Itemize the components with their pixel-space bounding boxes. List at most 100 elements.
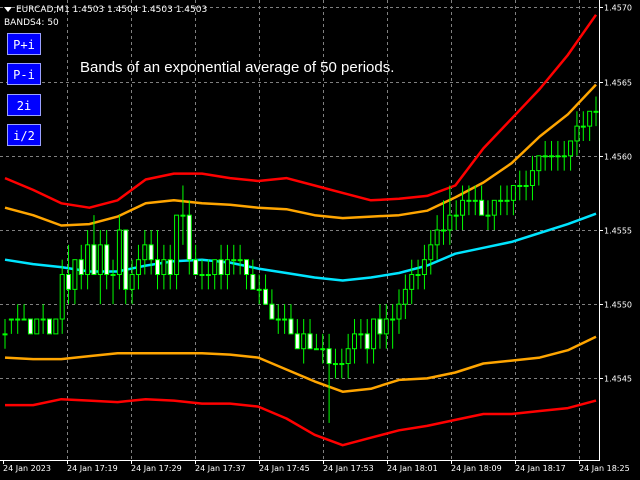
candle-body <box>320 348 326 351</box>
indicator-label: BANDS4: 50 <box>4 18 59 28</box>
candle-body <box>313 348 319 351</box>
candle-body <box>421 259 427 276</box>
candle-body <box>307 333 313 350</box>
candle-body <box>21 318 27 321</box>
x-tick-label: 24 Jan 18:25 <box>579 464 630 473</box>
candle-body <box>78 259 84 276</box>
axes: 1.4570 1.4565 1.4560 1.4555 1.4550 1.4545 24 J… <box>0 0 632 473</box>
candle-body <box>339 363 345 366</box>
p-plus-i-button[interactable]: P+i <box>7 33 41 55</box>
x-tick-label: 24 Jan 17:19 <box>67 464 118 473</box>
candle-body <box>224 259 230 276</box>
candle-body <box>243 259 249 276</box>
candle-body <box>116 229 122 276</box>
y-tick-label: 1.4565 <box>604 79 632 88</box>
x-tick-label: 24 Jan 17:45 <box>259 464 310 473</box>
x-tick-label: 24 Jan 18:09 <box>451 464 502 473</box>
candle-body <box>174 214 180 276</box>
candle-body <box>574 125 580 142</box>
candle-body <box>402 288 408 305</box>
candle-body <box>193 259 199 276</box>
candle-body <box>91 244 97 276</box>
candle-body <box>8 318 14 321</box>
candle-body <box>542 155 548 158</box>
candle-body <box>167 259 173 276</box>
candle-body <box>561 155 567 158</box>
candle-body <box>237 259 243 262</box>
candle-body <box>491 199 497 216</box>
candle-body <box>72 259 78 290</box>
candle-body <box>345 348 351 365</box>
x-tick-label: 24 Jan 17:29 <box>131 464 182 473</box>
x-tick-label: 24 Jan 17:37 <box>195 464 246 473</box>
candle-body <box>549 155 555 158</box>
candle-body <box>59 274 65 320</box>
candle-body <box>326 348 332 365</box>
candle-body <box>504 199 510 202</box>
candle-body <box>517 184 523 187</box>
candle-body <box>129 274 135 290</box>
candle-body <box>440 229 446 232</box>
candle-body <box>377 318 383 335</box>
dropdown-triangle-icon[interactable] <box>4 7 12 12</box>
y-tick-label: 1.4560 <box>604 153 632 162</box>
candle-body <box>180 214 186 217</box>
candle-body <box>231 259 237 262</box>
candle-body <box>34 318 40 335</box>
candle-body <box>447 214 453 231</box>
candle-body <box>212 259 218 276</box>
candle-body <box>453 214 459 217</box>
candle-body <box>390 318 396 321</box>
candle-body <box>434 229 440 246</box>
candle-body <box>332 363 338 366</box>
candle-body <box>135 259 141 276</box>
candle-body <box>2 333 8 336</box>
candle-body <box>27 318 33 335</box>
candle-body <box>415 274 421 277</box>
candle-body <box>568 140 574 157</box>
band-line-inner_lower <box>4 335 597 393</box>
half-i-button[interactable]: i/2 <box>7 124 41 146</box>
candle-body <box>466 199 472 202</box>
band-line-outer_upper <box>4 14 598 209</box>
candles <box>2 96 599 423</box>
x-tick-label: 24 Jan 18:17 <box>515 464 566 473</box>
p-minus-i-button[interactable]: P-i <box>7 63 41 85</box>
candle-body <box>529 170 535 186</box>
candle-body <box>275 318 281 321</box>
candle-body <box>186 214 192 261</box>
candle-body <box>263 288 269 305</box>
candle-body <box>352 333 358 350</box>
y-tick-label: 1.4570 <box>604 4 632 13</box>
candle-body <box>587 110 593 127</box>
candle-body <box>472 199 478 202</box>
chart-caption: Bands of an exponential average of 50 pe… <box>80 59 395 76</box>
double-i-button[interactable]: 2i <box>7 94 41 116</box>
candle-body <box>460 199 466 216</box>
y-tick-label: 1.4555 <box>604 227 632 236</box>
band-line-inner_upper <box>4 83 597 227</box>
candle-body <box>155 259 161 276</box>
candle-body <box>205 274 211 277</box>
candle-body <box>142 244 148 261</box>
candle-body <box>301 333 307 350</box>
band-line-outer_lower <box>5 397 597 447</box>
candle-body <box>523 184 529 187</box>
candle-body <box>110 274 116 277</box>
candle-body <box>53 318 59 335</box>
candle-body <box>288 318 294 335</box>
symbol-header: EURCAD,M1 1.4503 1.4504 1.4503 1.4503 <box>4 4 207 16</box>
candle-body <box>593 110 599 113</box>
candle-body <box>555 155 561 158</box>
candle-body <box>269 303 275 320</box>
candle-body <box>148 244 154 261</box>
candle-body <box>85 244 91 276</box>
candle-body <box>199 274 205 277</box>
candle-body <box>104 244 110 276</box>
candle-body <box>536 155 542 172</box>
candle-body <box>510 184 516 201</box>
candle-body <box>498 199 504 202</box>
x-tick-label: 24 Jan 17:53 <box>323 464 374 473</box>
